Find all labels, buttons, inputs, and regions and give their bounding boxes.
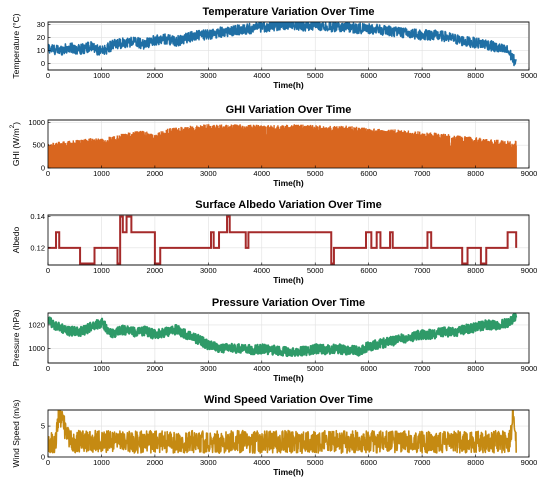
x-tick-label: 3000 xyxy=(200,364,217,373)
x-axis-label: Time(h) xyxy=(273,178,304,188)
x-tick-label: 7000 xyxy=(414,364,431,373)
x-tick-label: 7000 xyxy=(414,266,431,275)
x-tick-label: 3000 xyxy=(200,266,217,275)
x-tick-label: 9000 xyxy=(521,71,538,80)
x-tick-label: 2000 xyxy=(147,71,164,80)
x-tick-label: 4000 xyxy=(253,266,270,275)
x-tick-label: 4000 xyxy=(253,71,270,80)
axes-border xyxy=(47,214,530,266)
y-tick-label: 0 xyxy=(41,453,45,462)
y-tick-label: 0 xyxy=(41,164,45,173)
y-tick-label: 30 xyxy=(37,20,45,29)
x-tick-label: 0 xyxy=(46,458,50,467)
chart-1: GHI Variation Over Time 0 1000 2000 3000 4000… xyxy=(9,104,537,188)
x-tick-label: 1000 xyxy=(93,169,110,178)
axes-border xyxy=(47,21,530,71)
x-tick-label: 9000 xyxy=(521,458,538,467)
x-tick-label: 5000 xyxy=(307,71,324,80)
y-tick-label: 0.12 xyxy=(30,243,45,252)
y-axis-label: Wind Speed (m/s) xyxy=(11,399,21,467)
plot-area xyxy=(47,214,530,266)
y-tick-label: 1000 xyxy=(28,344,45,353)
chart-title: Surface Albedo Variation Over Time xyxy=(195,199,381,211)
chart-title: Pressure Variation Over Time xyxy=(212,297,365,309)
series-line xyxy=(48,215,518,265)
y-tick-label: 10 xyxy=(37,46,45,55)
x-tick-label: 9000 xyxy=(521,266,538,275)
chart-0: Temperature Variation Over Time 0 1000 2000… xyxy=(11,6,537,90)
x-tick-label: 6000 xyxy=(360,266,377,275)
x-tick-label: 5000 xyxy=(307,458,324,467)
x-axis-label: Time(h) xyxy=(273,275,304,285)
x-tick-label: 5000 xyxy=(307,266,324,275)
x-tick-label: 6000 xyxy=(360,71,377,80)
x-tick-label: 0 xyxy=(46,364,50,373)
x-tick-label: 6000 xyxy=(360,364,377,373)
x-tick-label: 6000 xyxy=(360,458,377,467)
x-tick-label: 2000 xyxy=(147,364,164,373)
y-tick-label: 1020 xyxy=(28,320,45,329)
x-tick-label: 5000 xyxy=(307,169,324,178)
y-axis-label: Pressure (hPa) xyxy=(11,309,21,366)
x-axis-label: Time(h) xyxy=(273,80,304,90)
x-tick-label: 3000 xyxy=(200,169,217,178)
chart-4: Wind Speed Variation Over Time 0 1000 2000 3… xyxy=(11,394,537,477)
y-axis-label: GHI (W/m2) xyxy=(9,122,21,166)
x-tick-label: 9000 xyxy=(521,169,538,178)
series-line xyxy=(48,22,517,67)
axes-border xyxy=(47,119,530,169)
y-tick-label: 1000 xyxy=(28,118,45,127)
x-tick-label: 0 xyxy=(46,71,50,80)
chart-3: Pressure Variation Over Time 0 1000 2000 300… xyxy=(11,297,537,383)
y-tick-label: 0 xyxy=(41,59,45,68)
y-axis-label: Albedo xyxy=(11,226,21,253)
y-axis-label: Temperature (°C) xyxy=(11,13,21,78)
x-tick-label: 9000 xyxy=(521,364,538,373)
x-tick-label: 3000 xyxy=(200,458,217,467)
x-tick-label: 4000 xyxy=(253,458,270,467)
x-tick-label: 5000 xyxy=(307,364,324,373)
x-tick-label: 1000 xyxy=(93,266,110,275)
axes-border xyxy=(47,409,530,458)
x-tick-label: 1000 xyxy=(93,71,110,80)
y-tick-label: 0.14 xyxy=(30,212,45,221)
chart-title: Wind Speed Variation Over Time xyxy=(204,394,373,406)
y-tick-label: 5 xyxy=(41,422,45,431)
y-tick-label: 500 xyxy=(32,141,45,150)
axes-border xyxy=(47,312,530,364)
series-line xyxy=(48,410,517,454)
x-tick-label: 2000 xyxy=(147,266,164,275)
x-tick-label: 2000 xyxy=(147,458,164,467)
chart-2: Surface Albedo Variation Over Time 0 1000 2… xyxy=(11,199,537,285)
x-tick-label: 4000 xyxy=(253,364,270,373)
x-tick-label: 1000 xyxy=(93,364,110,373)
x-tick-label: 7000 xyxy=(414,169,431,178)
series-area xyxy=(48,124,517,168)
x-tick-label: 8000 xyxy=(467,169,484,178)
x-tick-label: 6000 xyxy=(360,169,377,178)
x-tick-label: 7000 xyxy=(414,71,431,80)
x-tick-label: 7000 xyxy=(414,458,431,467)
x-axis-label: Time(h) xyxy=(273,467,304,477)
chart-title: Temperature Variation Over Time xyxy=(203,6,375,18)
y-tick-label: 20 xyxy=(37,33,45,42)
x-tick-label: 1000 xyxy=(93,458,110,467)
series-line xyxy=(48,313,518,358)
x-tick-label: 0 xyxy=(46,169,50,178)
x-tick-label: 8000 xyxy=(467,71,484,80)
x-tick-label: 4000 xyxy=(253,169,270,178)
x-tick-label: 8000 xyxy=(467,364,484,373)
x-tick-label: 8000 xyxy=(467,458,484,467)
x-axis-label: Time(h) xyxy=(273,373,304,383)
chart-title: GHI Variation Over Time xyxy=(226,104,352,116)
x-tick-label: 2000 xyxy=(147,169,164,178)
x-tick-label: 8000 xyxy=(467,266,484,275)
x-tick-label: 0 xyxy=(46,266,50,275)
x-tick-label: 3000 xyxy=(200,71,217,80)
